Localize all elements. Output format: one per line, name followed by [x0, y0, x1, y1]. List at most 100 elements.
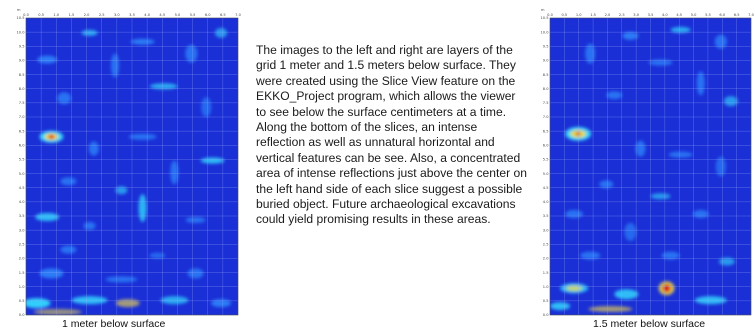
- right-slice-reflection-blob: [718, 257, 735, 266]
- left-slice-reflection-blob: [160, 296, 189, 305]
- left-slice-y-tick-label: 0.5: [19, 299, 25, 303]
- left-slice-image: 0.0 0.5 1.0 1.5 2.0 2.5 3.0 3.5 4.0 4.5 5.0 5.5 6.0 6…: [16, 8, 241, 317]
- right-slice-reflection-blob: [715, 156, 726, 177]
- right-slice-reflection-blob: [723, 96, 738, 107]
- left-slice-y-tick-label: 1.5: [19, 271, 25, 275]
- right-slice-y-tick-label: 5.5: [543, 158, 549, 162]
- right-slice-y-tick-label: 3.5: [543, 214, 549, 218]
- right-slice-reflection-blob: [692, 210, 709, 219]
- left-slice-y-tick-label: 3.0: [19, 228, 25, 232]
- right-slice-y-tick-label: 8.5: [543, 73, 549, 77]
- left-slice-reflection-blob: [187, 268, 204, 279]
- right-slice-y-tick-label: 3.0: [543, 228, 549, 232]
- right-slice-reflection-blob: [662, 284, 671, 293]
- left-slice-caption: 1 meter below surface: [62, 318, 166, 330]
- left-slice-y-tick-label: 9.5: [19, 44, 25, 48]
- right-slice-x-tick-label: 2.0: [605, 13, 611, 17]
- right-slice-y-tick-label: 0.0: [543, 313, 549, 317]
- right-slice-x-tick-label: 4.5: [676, 13, 682, 17]
- left-slice-x-tick-label: 4.5: [159, 13, 165, 17]
- left-slice-y-tick-label: 6.5: [19, 129, 25, 133]
- right-slice-figure: 0.0 0.5 1.0 1.5 2.0 2.5 3.0 3.5 4.0 4.5 5.0 5.5 6.0 6…: [538, 6, 754, 317]
- right-slice-reflection-blob: [566, 285, 583, 292]
- right-slice-reflection-blob: [550, 302, 571, 311]
- right-slice-y-tick-label: 9.5: [543, 44, 549, 48]
- left-slice-reflection-blob: [138, 194, 147, 223]
- right-slice-reflection-blob: [670, 26, 691, 33]
- right-slice-reflection-blob: [696, 71, 705, 96]
- left-slice-x-tick-label: 4.0: [144, 13, 150, 17]
- left-slice-reflection-blob: [149, 83, 178, 90]
- left-slice-y-tick-label: 0.0: [19, 313, 25, 317]
- right-slice-reflection-blob: [575, 131, 582, 136]
- right-slice-x-tick-label: 0.5: [561, 13, 567, 17]
- right-slice-image: 0.0 0.5 1.0 1.5 2.0 2.5 3.0 3.5 4.0 4.5 5.0 5.5 6.0 6…: [540, 8, 754, 317]
- left-slice-y-tick-label: 5.5: [19, 158, 25, 162]
- right-slice-y-tick-label: 6.5: [543, 129, 549, 133]
- right-slice-x-tick-label: 6.5: [734, 13, 740, 17]
- right-slice-y-tick-label: 0.5: [543, 299, 549, 303]
- right-slice-y-tick-label: 9.0: [543, 59, 549, 63]
- right-slice-x-tick-label: 3.0: [633, 13, 639, 17]
- left-slice-reflection-blob: [128, 133, 157, 140]
- right-slice-y-tick-label: 7.5: [543, 101, 549, 105]
- left-slice-y-tick-label: 4.0: [19, 200, 25, 204]
- left-slice-x-tick-label: 7.0: [235, 13, 241, 17]
- left-slice-x-tick-label: 1.5: [69, 13, 75, 17]
- left-slice-x-tick-label: 1.0: [53, 13, 59, 17]
- left-slice-reflection-blob: [33, 309, 82, 315]
- right-slice-y-tick-label: 8.0: [543, 87, 549, 91]
- right-slice-reflection-blob: [668, 151, 693, 158]
- right-slice-y-tick-label: 6.0: [543, 143, 549, 147]
- right-slice-x-tick-label: 4.0: [662, 13, 668, 17]
- left-slice-x-tick-label: 5.5: [190, 13, 196, 17]
- left-slice-reflection-blob: [200, 157, 225, 164]
- right-slice-reflection-blob: [648, 59, 673, 66]
- right-slice-unit-label: m: [541, 8, 545, 12]
- left-slice-y-tick-label: 7.0: [19, 115, 25, 119]
- left-slice-y-tick-label: 2.5: [19, 242, 25, 246]
- right-slice-x-tick-label: 7.0: [748, 13, 754, 17]
- left-slice-reflection-blob: [71, 296, 108, 305]
- description-paragraph: The images to the left and right are lay…: [256, 43, 527, 227]
- left-slice-reflection-blob: [215, 27, 228, 38]
- left-slice-reflection-blob: [149, 252, 166, 259]
- right-slice-reflection-blob: [585, 43, 596, 64]
- left-slice-y-tick-label: 8.0: [19, 87, 25, 91]
- right-slice-y-tick-label: 4.5: [543, 186, 549, 190]
- right-slice-y-tick-label: 10.0: [540, 30, 549, 34]
- right-slice-x-tick-label: 1.5: [590, 13, 596, 17]
- left-slice-reflection-blob: [185, 216, 206, 223]
- left-slice-reflection-blob: [170, 160, 179, 185]
- left-slice-x-tick-label: 2.5: [99, 13, 105, 17]
- right-slice-y-tick-label: 5.0: [543, 172, 549, 176]
- left-slice-reflection-blob: [105, 276, 138, 283]
- left-slice-x-tick-label: 6.5: [220, 13, 226, 17]
- left-slice-reflection-blob: [47, 134, 55, 139]
- right-slice-x-tick-label: 3.5: [648, 13, 654, 17]
- left-slice-reflection-blob: [115, 299, 140, 308]
- left-slice-reflection-blob: [115, 186, 128, 195]
- left-slice-reflection-blob: [57, 92, 72, 105]
- right-slice-reflection-blob: [694, 296, 727, 305]
- left-slice-figure: 0.0 0.5 1.0 1.5 2.0 2.5 3.0 3.5 4.0 4.5 5.0 5.5 6.0 6…: [4, 6, 241, 317]
- left-slice-reflection-blob: [81, 29, 98, 36]
- left-slice-y-tick-label: 8.5: [19, 73, 25, 77]
- right-slice-x-tick-label: 5.5: [705, 13, 711, 17]
- right-slice-reflection-blob: [588, 306, 633, 313]
- right-slice-y-tick-label: 2.5: [543, 242, 549, 246]
- left-slice-x-tick-label: 5.0: [175, 13, 181, 17]
- left-slice-reflection-blob: [130, 38, 155, 45]
- right-slice-reflection-blob: [714, 34, 727, 49]
- right-slice-y-tick-label: 7.0: [543, 115, 549, 119]
- left-slice-reflection-blob: [88, 141, 99, 156]
- left-slice-reflection-blob: [60, 177, 77, 186]
- right-slice-reflection-blob: [614, 289, 639, 300]
- left-slice-reflection-blob: [201, 97, 212, 118]
- right-slice-x-tick-label: 1.0: [576, 13, 582, 17]
- left-slice-reflection-blob: [111, 53, 120, 78]
- right-slice-reflection-blob: [599, 180, 614, 189]
- right-slice-x-tick-label: 2.5: [619, 13, 625, 17]
- right-slice-reflection-blob: [650, 193, 671, 200]
- right-slice-caption: 1.5 meter below surface: [593, 318, 706, 330]
